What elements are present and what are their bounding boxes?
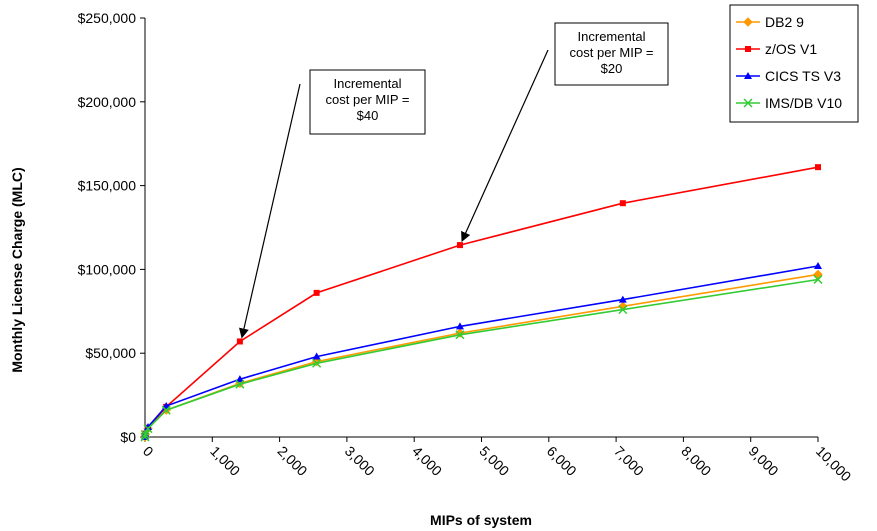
legend: DB2 9 z/OS V1 CICS TS V3 IMS/DB V10 — [729, 4, 859, 123]
x-tick-label: 1,000 — [207, 443, 243, 479]
data-point-marker — [619, 200, 626, 207]
x-tick-label: 6,000 — [544, 443, 580, 479]
data-point-marker — [814, 262, 822, 270]
data-point-marker — [618, 295, 627, 303]
series-db2-9 — [140, 269, 823, 442]
annotation-text: Incremental — [334, 76, 402, 91]
data-point-marker — [161, 405, 171, 415]
data-point-marker — [815, 164, 821, 171]
series-line — [144, 278, 819, 438]
data-point-marker — [743, 17, 753, 27]
legend-label: IMS/DB V10 — [765, 95, 842, 111]
x-tick-label: 8,000 — [678, 443, 714, 479]
x-tick-label: 10,000 — [813, 443, 855, 485]
data-point-marker — [745, 46, 751, 52]
data-point-marker — [743, 98, 753, 108]
data-point-marker — [312, 352, 321, 360]
x-axis: 0 1,000 2,000 3,000 4,000 5,000 6,000 7,000 8,00… — [140, 436, 855, 485]
series-ims-db-v10 — [140, 274, 823, 442]
x-axis-title: MIPs of system — [430, 512, 532, 528]
data-point-marker — [143, 424, 153, 434]
data-point-marker — [140, 432, 150, 442]
series-z-os-v1 — [142, 164, 821, 440]
y-tick-label: $250,000 — [78, 10, 137, 26]
y-tick-label: $200,000 — [78, 94, 137, 110]
data-point-marker — [455, 322, 464, 330]
y-tick-label: $50,000 — [85, 345, 136, 361]
data-point-marker — [813, 274, 823, 284]
annotation-text: $20 — [601, 61, 623, 76]
data-point-marker — [455, 330, 465, 340]
series-line — [144, 166, 819, 438]
annotation-box — [309, 69, 426, 135]
data-point-marker — [235, 379, 245, 389]
annotation-text: cost per MIP = — [570, 45, 654, 60]
x-tick-label: 2,000 — [275, 443, 311, 479]
data-point-marker — [144, 422, 153, 430]
x-tick-label: 7,000 — [611, 443, 647, 479]
y-tick-label: $100,000 — [78, 261, 137, 277]
y-axis: $0 $50,000 $100,000 $150,000 $200,000 $250,00… — [78, 10, 146, 445]
data-point-marker — [744, 72, 752, 79]
legend-entry: z/OS V1 — [736, 41, 817, 57]
data-point-marker — [312, 358, 322, 368]
y-axis-title: Monthly License Charge (MLC) — [9, 167, 25, 372]
x-tick-label: 5,000 — [476, 443, 512, 479]
legend-label: DB2 9 — [765, 14, 804, 30]
annotation-text: cost per MIP = — [326, 92, 410, 107]
x-tick-label: 9,000 — [746, 443, 782, 479]
data-point-marker — [618, 305, 628, 315]
annotation-arrow — [461, 49, 549, 243]
data-point-marker — [313, 289, 320, 296]
annotation-arrow — [239, 83, 301, 339]
data-point-marker — [456, 242, 463, 249]
data-point-marker — [236, 338, 243, 345]
x-tick-label: 3,000 — [342, 443, 378, 479]
y-tick-label: $0 — [120, 429, 136, 445]
annotation-text: Incremental — [578, 29, 646, 44]
legend-entry: DB2 9 — [736, 14, 804, 30]
data-point-marker — [140, 429, 150, 440]
x-tick-label: 4,000 — [409, 443, 445, 479]
series-layer — [140, 164, 823, 442]
y-tick-label: $150,000 — [78, 178, 137, 194]
legend-entry: IMS/DB V10 — [736, 95, 842, 111]
annotation-text: $40 — [357, 108, 379, 123]
series-line — [144, 273, 819, 438]
x-tick-label: 0 — [140, 443, 157, 460]
data-point-marker — [235, 375, 244, 383]
legend-label: CICS TS V3 — [765, 68, 841, 84]
legend-label: z/OS V1 — [765, 41, 817, 57]
legend-entry: CICS TS V3 — [736, 68, 841, 84]
series-cics-ts-v3 — [141, 262, 822, 440]
annotation-box — [554, 22, 669, 86]
